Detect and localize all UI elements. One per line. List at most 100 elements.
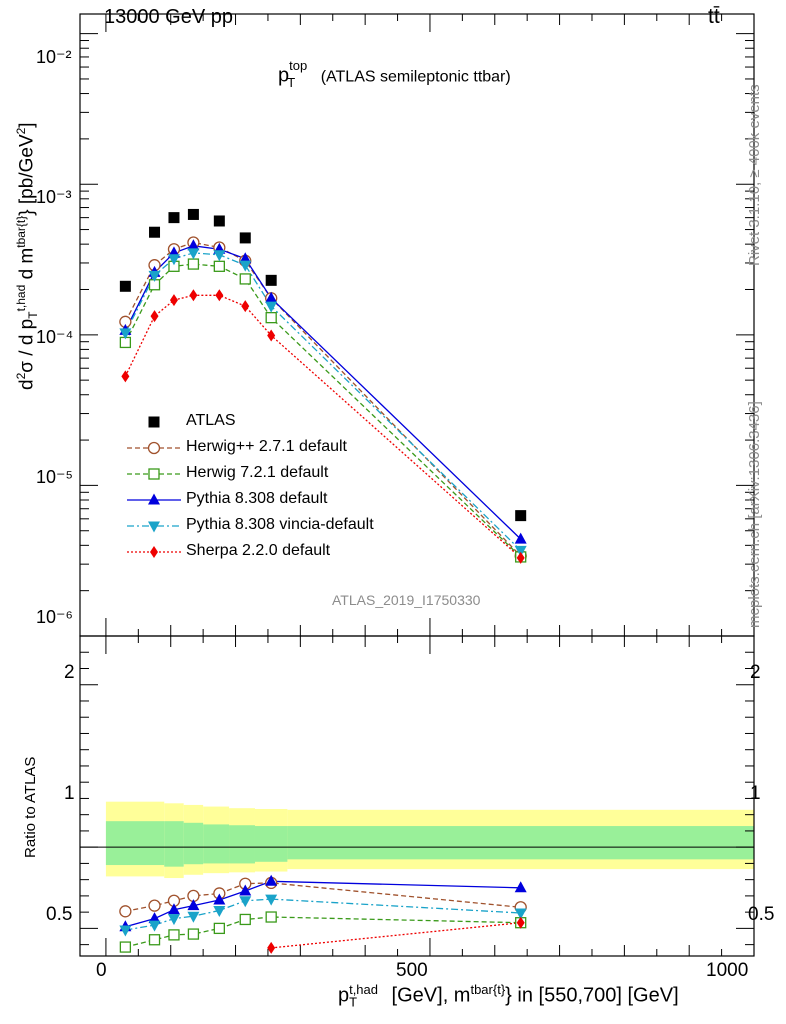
ratio-y-tick-label-left: 2 <box>64 662 75 683</box>
legend-label: ATLAS <box>186 412 236 429</box>
legend-label: Pythia 8.308 default <box>186 490 328 507</box>
x-tick-label: 0 <box>96 960 107 981</box>
main-line-herwig7 <box>124 263 522 558</box>
ratio-point-pythia <box>514 881 527 893</box>
x-tick-label: 1000 <box>706 960 749 981</box>
ratio-point-vincia <box>265 894 278 906</box>
legend-item-herwigpp: Herwig++ 2.7.1 default <box>120 437 420 461</box>
main-point-herwig7 <box>213 260 225 272</box>
series-markers <box>119 208 527 954</box>
ratio-point-herwig7 <box>265 911 277 923</box>
band-inner-segment <box>229 825 255 864</box>
main-point-pythia <box>187 239 200 251</box>
legend-item-vincia: Pythia 8.308 vincia-default <box>120 515 420 539</box>
main-point-vincia <box>167 254 180 266</box>
collision-energy-label: 13000 GeV pp <box>104 6 233 28</box>
ratio-point-sherpa <box>516 916 525 929</box>
legend-item-herwig7: Herwig 7.2.1 default <box>120 463 420 487</box>
ratio-point-pythia <box>239 884 252 896</box>
legend-label: Herwig 7.2.1 default <box>186 464 329 481</box>
legend-label: Pythia 8.308 vincia-default <box>186 516 374 533</box>
main-point-sherpa <box>169 294 178 307</box>
plot-frames <box>79 13 755 957</box>
ratio-y-axis-label: Ratio to ATLAS <box>22 756 39 858</box>
axis-ticks <box>80 14 755 956</box>
main-point-vincia <box>265 301 278 313</box>
process-label: tt̄ <box>708 5 720 28</box>
ratio-point-pythia <box>265 874 278 886</box>
ratio-line-sherpa <box>271 922 521 949</box>
ratio-point-pythia <box>167 903 180 915</box>
main-point-atlas <box>213 215 225 227</box>
main-point-vincia <box>213 250 226 262</box>
ratio-point-herwig7 <box>168 929 180 941</box>
ratio-point-herwig7 <box>187 928 200 940</box>
band-inner-segment <box>183 822 204 865</box>
plot-title: ptopT (ATLAS semileptonic ttbar) <box>278 58 511 90</box>
ratio-point-herwig7 <box>119 941 132 953</box>
ratio-point-pythia <box>148 912 161 924</box>
band-inner-segment <box>287 826 754 860</box>
main-point-vincia <box>514 545 527 557</box>
main-point-sherpa <box>516 551 525 564</box>
ratio-point-vincia <box>213 906 226 918</box>
main-point-sherpa <box>121 370 130 383</box>
legend-marker-pythia <box>148 493 160 505</box>
ratio-y-tick-label-right: 1 <box>750 783 761 804</box>
main-point-herwig7 <box>239 273 251 285</box>
main-y-axis-label: d2σ / d pTt,had d mtbar{t}} [pb/GeV2] <box>14 122 41 390</box>
ratio-point-pythia <box>213 893 226 905</box>
ratio-point-vincia <box>148 920 161 932</box>
ratio-point-vincia <box>187 911 200 923</box>
band-inner-segment <box>203 824 230 864</box>
main-line-sherpa <box>124 294 522 559</box>
ratio-uncertainty-bands <box>80 801 754 879</box>
ratio-point-sherpa <box>267 941 276 954</box>
band-inner-segment <box>254 826 288 862</box>
ratio-panel-frame <box>79 635 755 957</box>
ratio-line-vincia <box>125 898 521 931</box>
main-point-vincia <box>187 248 200 260</box>
ratio-y-tick-label-right: 0.5 <box>748 904 775 925</box>
main-point-atlas <box>119 280 131 292</box>
main-line-vincia <box>124 252 522 551</box>
legend-glyphs <box>127 416 181 558</box>
ratio-y-tick-label-left: 1 <box>64 783 75 804</box>
main-point-atlas <box>168 212 180 224</box>
x-tick-label: 500 <box>396 960 428 981</box>
main-point-sherpa <box>189 289 198 302</box>
main-point-sherpa <box>215 289 224 302</box>
y-tick-label: 10⁻⁵ <box>36 467 73 487</box>
ratio-y-tick-label-right: 2 <box>750 662 761 683</box>
legend-item-pythia: Pythia 8.308 default <box>120 489 420 513</box>
ratio-point-vincia <box>239 896 252 908</box>
ratio-point-vincia <box>514 908 527 920</box>
band-inner-segment <box>164 821 184 867</box>
x-axis-label: pTt,had [GeV], mtbar{t}} in [550,700] [G… <box>338 982 679 1010</box>
band-inner-segment <box>105 821 165 866</box>
main-point-atlas <box>149 226 161 238</box>
main-point-vincia <box>148 270 161 282</box>
main-point-herwig7 <box>187 258 200 270</box>
main-point-sherpa <box>150 310 159 323</box>
legend-item-sherpa: Sherpa 2.2.0 default <box>120 541 420 565</box>
main-point-herwig7 <box>265 312 277 324</box>
ratio-y-tick-label-left: 0.5 <box>46 904 73 925</box>
main-point-pythia <box>514 532 527 544</box>
legend-marker-sherpa <box>150 546 158 558</box>
y-tick-label: 10⁻² <box>36 47 72 67</box>
legend-marker-herwigpp <box>147 441 161 455</box>
mcplots-label: mcplots.cern.ch [arXiv:1306.3436] <box>746 401 763 628</box>
legend-label: Sherpa 2.2.0 default <box>186 542 331 559</box>
ratio-point-herwig7 <box>148 934 161 946</box>
rivet-version-label: Rivet 3.1.10, ≥ 400k events <box>746 84 763 266</box>
y-tick-label: 10⁻⁴ <box>36 327 74 347</box>
legend-marker-vincia <box>148 521 160 533</box>
main-point-pythia <box>239 252 252 264</box>
legend-label: Herwig++ 2.7.1 default <box>186 438 347 455</box>
main-point-pythia <box>265 291 278 303</box>
y-tick-label: 10⁻⁶ <box>36 607 73 627</box>
main-point-atlas <box>187 208 199 220</box>
ratio-point-herwig7 <box>213 922 225 935</box>
